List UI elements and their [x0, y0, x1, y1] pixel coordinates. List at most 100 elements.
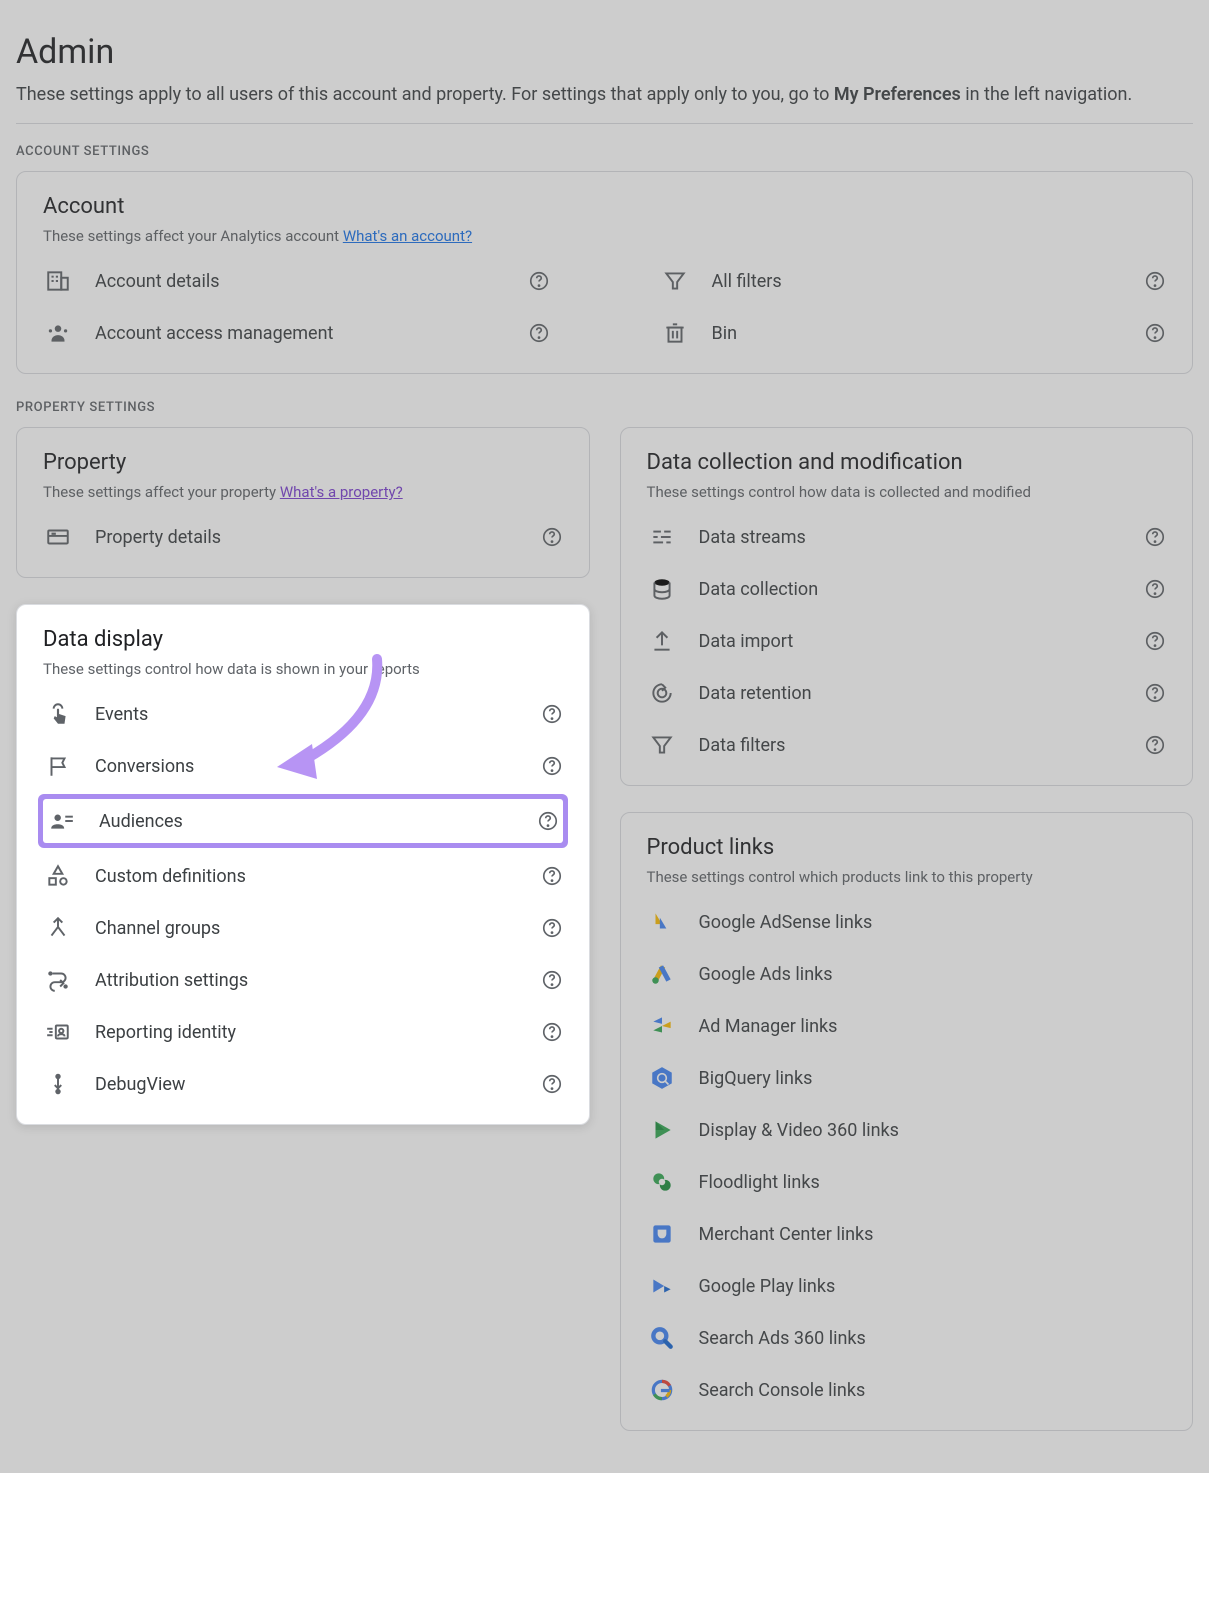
events-label: Events	[95, 704, 519, 725]
help-icon[interactable]	[541, 526, 563, 548]
conversions-label: Conversions	[95, 756, 519, 777]
touch-icon	[43, 701, 73, 727]
data-collection-title: Data collection and modification	[647, 450, 1167, 475]
help-icon[interactable]	[1144, 630, 1166, 652]
account-settings-label: ACCOUNT SETTINGS	[16, 144, 1193, 159]
google-ads-label: Google Ads links	[699, 964, 1167, 985]
all-filters-row[interactable]: All filters	[660, 255, 1167, 307]
help-icon[interactable]	[528, 322, 550, 344]
data-collection-desc: These settings control how data is colle…	[647, 483, 1167, 501]
data-collection-row[interactable]: Data collection	[647, 563, 1167, 615]
help-icon[interactable]	[537, 810, 559, 832]
merchant-center-row[interactable]: Merchant Center links	[647, 1208, 1167, 1260]
floodlight-row[interactable]: Floodlight links	[647, 1156, 1167, 1208]
help-icon[interactable]	[541, 1073, 563, 1095]
all-filters-label: All filters	[712, 271, 1123, 292]
search-ads-360-row[interactable]: Search Ads 360 links	[647, 1312, 1167, 1364]
google-play-label: Google Play links	[699, 1276, 1167, 1297]
page-desc-post: in the left navigation.	[961, 84, 1132, 105]
dv360-icon	[647, 1117, 677, 1143]
whats-a-property-link[interactable]: What's a property?	[280, 483, 403, 501]
upload-icon	[647, 628, 677, 654]
attribution-settings-row[interactable]: Attribution settings	[43, 954, 563, 1006]
data-import-row[interactable]: Data import	[647, 615, 1167, 667]
debugview-label: DebugView	[95, 1074, 519, 1095]
property-desc: These settings affect your property What…	[43, 483, 563, 501]
bigquery-label: BigQuery links	[699, 1068, 1167, 1089]
flag-icon	[43, 753, 73, 779]
property-desc-text: These settings affect your property	[43, 483, 280, 501]
people-icon	[43, 320, 73, 346]
account-desc-text: These settings affect your Analytics acc…	[43, 227, 343, 245]
ad-manager-row[interactable]: Ad Manager links	[647, 1000, 1167, 1052]
dv360-row[interactable]: Display & Video 360 links	[647, 1104, 1167, 1156]
data-filters-row[interactable]: Data filters	[647, 719, 1167, 771]
data-retention-label: Data retention	[699, 683, 1123, 704]
bigquery-row[interactable]: BigQuery links	[647, 1052, 1167, 1104]
whats-an-account-link[interactable]: What's an account?	[343, 227, 472, 245]
help-icon[interactable]	[1144, 682, 1166, 704]
google-play-row[interactable]: Google Play links	[647, 1260, 1167, 1312]
ad-manager-label: Ad Manager links	[699, 1016, 1167, 1037]
floodlight-icon	[647, 1169, 677, 1195]
help-icon[interactable]	[528, 270, 550, 292]
ad-manager-icon	[647, 1013, 677, 1039]
id-card-icon	[43, 1019, 73, 1045]
help-icon[interactable]	[541, 1021, 563, 1043]
google-ads-row[interactable]: Google Ads links	[647, 948, 1167, 1000]
bigquery-icon	[647, 1065, 677, 1091]
search-console-row[interactable]: Search Console links	[647, 1364, 1167, 1416]
help-icon[interactable]	[541, 969, 563, 991]
adsense-row[interactable]: Google AdSense links	[647, 896, 1167, 948]
channel-groups-label: Channel groups	[95, 918, 519, 939]
audiences-highlight: Audiences	[38, 794, 568, 848]
streams-icon	[647, 524, 677, 550]
help-icon[interactable]	[1144, 578, 1166, 600]
filter-icon	[647, 732, 677, 758]
data-import-label: Data import	[699, 631, 1123, 652]
events-row[interactable]: Events	[43, 688, 563, 740]
product-links-card: Product links These settings control whi…	[620, 812, 1194, 1431]
google-play-icon	[647, 1273, 677, 1299]
bin-row[interactable]: Bin	[660, 307, 1167, 359]
account-details-label: Account details	[95, 271, 506, 292]
account-details-row[interactable]: Account details	[43, 255, 550, 307]
help-icon[interactable]	[541, 755, 563, 777]
data-collection-label: Data collection	[699, 579, 1123, 600]
audiences-row[interactable]: Audiences	[43, 799, 563, 843]
shapes-icon	[43, 863, 73, 889]
help-icon[interactable]	[1144, 526, 1166, 548]
help-icon[interactable]	[1144, 270, 1166, 292]
property-card: Property These settings affect your prop…	[16, 427, 590, 578]
help-icon[interactable]	[541, 703, 563, 725]
conversions-row[interactable]: Conversions	[43, 740, 563, 792]
property-details-row[interactable]: Property details	[43, 511, 563, 563]
data-streams-row[interactable]: Data streams	[647, 511, 1167, 563]
card-icon	[43, 524, 73, 550]
channel-groups-row[interactable]: Channel groups	[43, 902, 563, 954]
help-icon[interactable]	[541, 865, 563, 887]
help-icon[interactable]	[541, 917, 563, 939]
custom-definitions-label: Custom definitions	[95, 866, 519, 887]
page-description: These settings apply to all users of thi…	[16, 84, 1193, 124]
account-access-row[interactable]: Account access management	[43, 307, 550, 359]
data-filters-label: Data filters	[699, 735, 1123, 756]
help-icon[interactable]	[1144, 322, 1166, 344]
search-ads-360-label: Search Ads 360 links	[699, 1328, 1167, 1349]
custom-definitions-row[interactable]: Custom definitions	[43, 850, 563, 902]
trash-icon	[660, 320, 690, 346]
data-retention-row[interactable]: Data retention	[647, 667, 1167, 719]
data-collection-card: Data collection and modification These s…	[620, 427, 1194, 786]
building-icon	[43, 268, 73, 294]
merge-icon	[43, 915, 73, 941]
help-icon[interactable]	[1144, 734, 1166, 756]
reporting-identity-row[interactable]: Reporting identity	[43, 1006, 563, 1058]
data-display-card: Data display These settings control how …	[16, 604, 590, 1125]
debug-icon	[43, 1071, 73, 1097]
account-card: Account These settings affect your Analy…	[16, 171, 1193, 374]
search-console-icon	[647, 1377, 677, 1403]
filter-icon	[660, 268, 690, 294]
debugview-row[interactable]: DebugView	[43, 1058, 563, 1110]
account-desc: These settings affect your Analytics acc…	[43, 227, 1166, 245]
data-display-title: Data display	[43, 627, 563, 652]
